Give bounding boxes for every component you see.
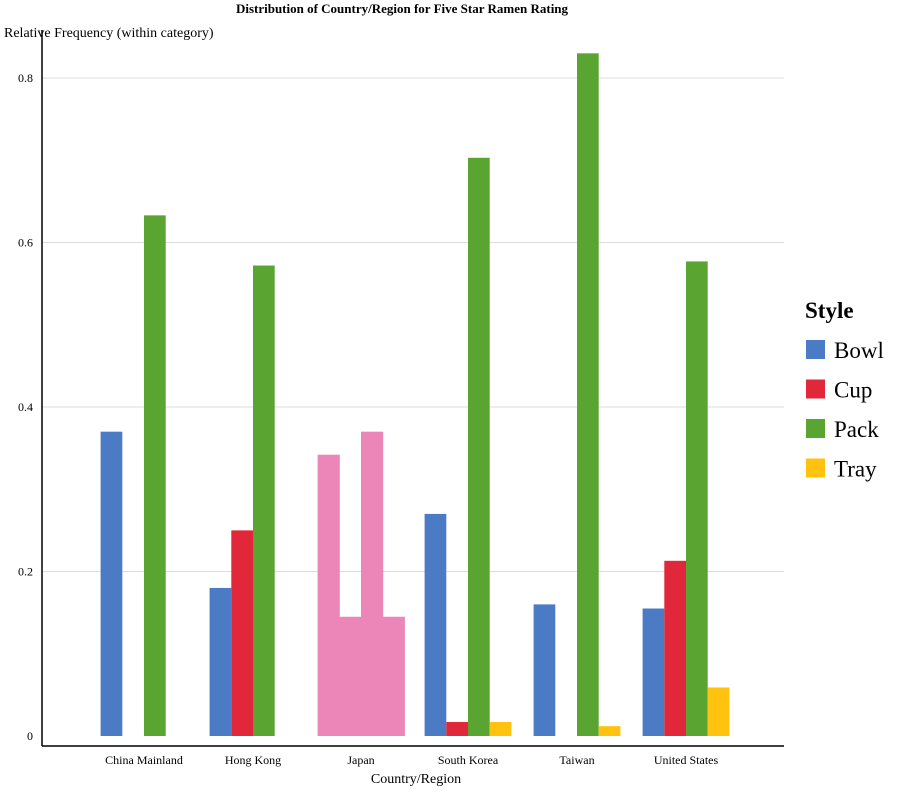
- bar-cup-south-korea: [446, 722, 468, 736]
- bar-bowl-hong-kong: [209, 587, 232, 736]
- legend-label-cup: Cup: [834, 378, 872, 403]
- legend-label-pack: Pack: [834, 417, 879, 442]
- x-tick-label: Taiwan: [559, 753, 594, 767]
- chart-title: Distribution of Country/Region for Five …: [236, 1, 569, 16]
- legend-swatch-tray: [806, 458, 825, 478]
- x-tick-label: South Korea: [438, 753, 499, 767]
- bar-tray-taiwan: [598, 726, 621, 736]
- y-tick-label: 0.2: [18, 565, 33, 579]
- y-tick-label: 0.6: [18, 236, 33, 250]
- legend-title: Style: [805, 298, 854, 323]
- axes: 0 0.2 0.4 0.6 0.8 China Mainland Hong Kong Japa…: [18, 30, 784, 767]
- bar-pack-china-mainland: [144, 215, 166, 737]
- legend-swatch-cup: [806, 379, 825, 399]
- legend-swatch-bowl: [806, 340, 825, 359]
- x-axis-label: Country/Region: [371, 772, 461, 787]
- y-tick-label: 0: [27, 729, 33, 743]
- bar-cup-united-states: [664, 560, 686, 736]
- bar-cup-hong-kong: [231, 530, 253, 736]
- y-axis-label: Relative Frequency (within category): [4, 26, 214, 41]
- bar-bowl-taiwan: [533, 604, 556, 736]
- legend-label-tray: Tray: [834, 457, 877, 482]
- x-tick-label: Hong Kong: [225, 753, 281, 767]
- bar-pack-taiwan: [577, 53, 599, 736]
- y-tick-label: 0.8: [18, 71, 33, 85]
- bar-japan-4: [382, 616, 405, 736]
- bar-bowl-china-mainland: [100, 431, 123, 736]
- bar-japan-3: [361, 431, 384, 736]
- bar-pack-hong-kong: [253, 265, 275, 736]
- x-tick-label: United States: [654, 753, 719, 767]
- bar-pack-south-korea: [468, 157, 490, 737]
- x-tick-label: China Mainland: [105, 753, 183, 767]
- bar-tray-south-korea: [489, 722, 512, 736]
- bar-tray-united-states: [707, 687, 730, 736]
- bar-pack-united-states: [686, 261, 708, 736]
- bar-japan-1: [317, 454, 340, 736]
- bar-bowl-south-korea: [424, 513, 447, 736]
- legend-label-bowl: Bowl: [834, 338, 884, 363]
- x-tick-label: Japan: [347, 753, 374, 767]
- legend-swatch-pack: [806, 419, 825, 438]
- bar-bowl-united-states: [642, 608, 665, 736]
- bar-japan-2: [339, 616, 362, 736]
- y-tick-label: 0.4: [18, 400, 33, 414]
- bars: [100, 53, 730, 737]
- legend: Style Bowl Cup Pack Tray: [805, 298, 884, 482]
